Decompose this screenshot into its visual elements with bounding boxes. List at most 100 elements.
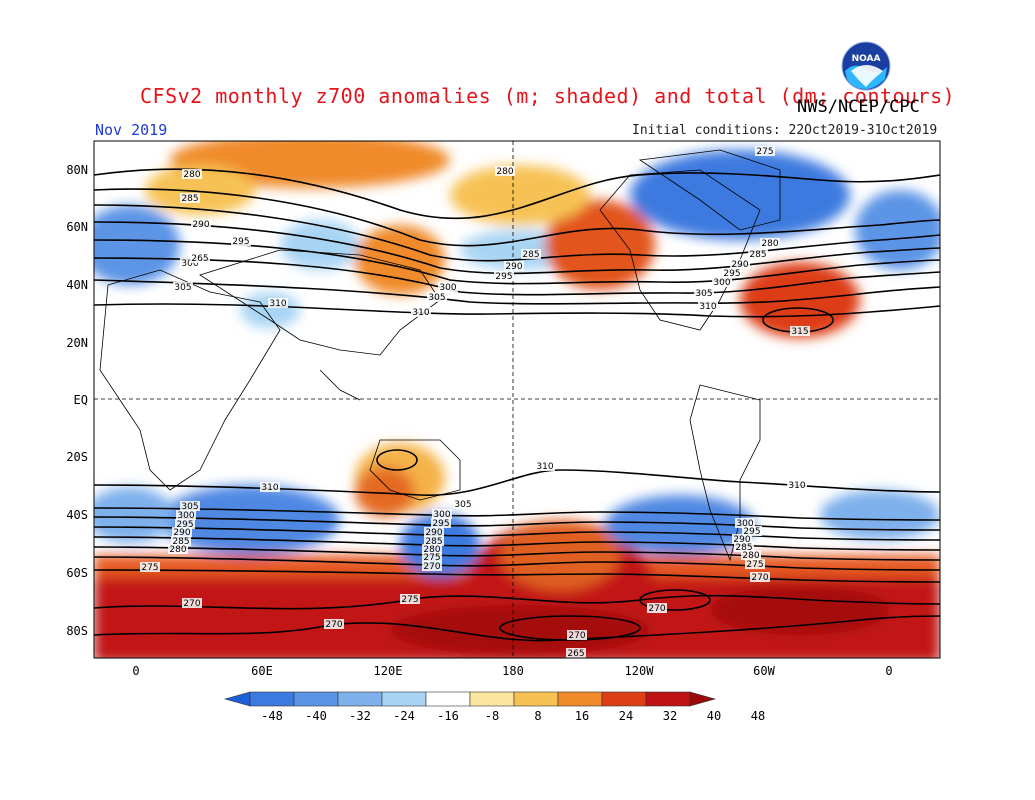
contour-label-bg [268,298,288,308]
contour-label-bg [431,518,451,528]
contour-label: 290 [425,528,442,538]
lat-label: 40N [66,278,88,292]
contour-label: 285 [172,537,189,547]
colorbar-segment [293,691,339,707]
contour-label-bg [424,527,444,537]
contour-label-bg [730,259,750,269]
contour-label-bg [735,518,755,528]
contour-label: 290 [731,260,748,270]
contour-label: 280 [742,551,759,561]
colorbar-label: 32 [662,709,678,723]
contour-label: 305 [428,293,445,303]
colorbar-segment [601,691,647,707]
contour-label: 290 [733,535,750,545]
contour-label-bg [176,510,196,520]
height-contours [94,168,940,642]
contour-label: 290 [192,220,209,230]
contour-label-bg [182,169,202,179]
lon-label: 180 [502,664,524,678]
contour-label: 310 [412,308,429,318]
contour-label: 310 [536,462,553,472]
contour-label: 285 [425,537,442,547]
lon-label: 120W [624,664,654,678]
contour-label: 305 [174,283,191,293]
contour-label: 285 [181,194,198,204]
contour-label-bg [755,146,775,156]
contour-label-bg [647,603,667,613]
contour-label: 270 [568,631,585,641]
contour-label-bg [190,253,210,263]
lon-label: 0 [885,664,893,678]
contour-label-bg [760,238,780,248]
contour-label: 300 [713,278,730,288]
contour-label-bg [400,594,420,604]
contour-label: 295 [743,527,760,537]
contour-label: 305 [695,289,712,299]
contour-label-bg [567,630,587,640]
noaa-logo: NOAA [841,41,891,91]
contour-label: 300 [433,510,450,520]
contour-label: 280 [496,167,513,177]
lon-label: 0 [132,664,140,678]
contour-label: 275 [756,147,773,157]
contour-label: 270 [183,599,200,609]
contour-label: 290 [505,262,522,272]
colorbar-segment [645,691,691,707]
contour-label: 305 [181,502,198,512]
lat-label: 80N [66,163,88,177]
contour-label: 280 [423,545,440,555]
contour-label: 300 [181,259,198,269]
contour-label-bg [742,526,762,536]
colorbar-arrow-low [223,691,251,707]
contour-label-bg [741,550,761,560]
noaa-logo-text: NOAA [852,54,881,64]
initial-conditions: Initial conditions: 22Oct2019-31Oct2019 [632,123,938,138]
colorbar [223,691,717,707]
map-frame [93,140,941,659]
contour-label: 285 [749,250,766,260]
contour-label-bg [182,598,202,608]
contour-labels: 2802852902953003053102802852902953003053… [140,146,810,659]
contour-label-bg [191,219,211,229]
contour-label-bg [694,288,714,298]
contour-label-bg [748,249,768,259]
contour-label: 285 [735,543,752,553]
contour-label: 275 [746,560,763,570]
contour-label: 270 [423,562,440,572]
contour-label: 280 [169,545,186,555]
contour-label: 300 [439,283,456,293]
contour-label-bg [521,249,541,259]
forecast-period: Nov 2019 [95,121,168,139]
contour-label-bg [180,193,200,203]
contour-label-bg [787,480,807,490]
contour-label-bg [732,534,752,544]
contour-label: 270 [648,604,665,614]
contour-label: 310 [261,483,278,493]
colorbar-label: -40 [305,709,327,723]
colorbar-segment [469,691,515,707]
contour-label-bg [504,261,524,271]
contour-label: 310 [269,299,286,309]
lat-label: 20S [66,450,88,464]
contour-label-bg [535,461,555,471]
contour-label-bg [566,648,586,658]
contour-label: 265 [191,254,208,264]
contour-label-bg [698,301,718,311]
chart-title: CFSv2 monthly z700 anomalies (m; shaded)… [140,84,956,108]
contour-label: 295 [723,269,740,279]
contour-label: 310 [788,481,805,491]
contour-label: 310 [699,302,716,312]
colorbar-label: -32 [349,709,371,723]
contour-label-bg [168,544,188,554]
contour-label: 265 [567,649,584,659]
contour-label: 270 [751,573,768,583]
colorbar-segment [249,691,295,707]
contour-label-bg [172,527,192,537]
colorbar-label: 48 [750,709,766,723]
contour-label: 295 [176,520,193,530]
contour-label-bg [324,619,344,629]
lat-label: 60N [66,220,88,234]
colorbar-label: -8 [484,709,500,723]
lat-label: 60S [66,566,88,580]
